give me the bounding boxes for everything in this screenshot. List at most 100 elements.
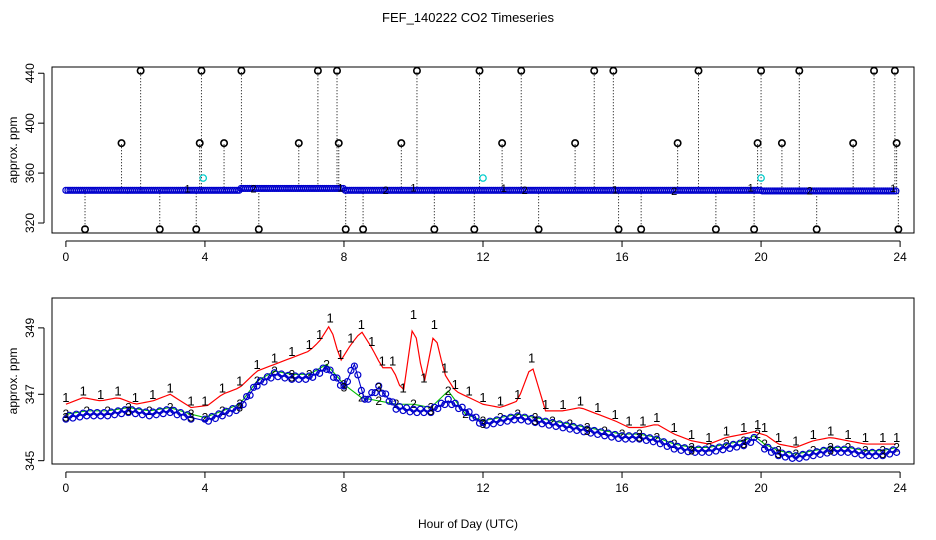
spike-point-high xyxy=(694,66,703,75)
top-x-tick-label: 0 xyxy=(63,250,70,264)
blue-series-point xyxy=(611,430,619,439)
cyan-point xyxy=(199,174,208,182)
red-series-label: 1 xyxy=(810,427,817,442)
blue-series-point xyxy=(569,422,577,431)
green-point-label: 2 xyxy=(807,185,813,197)
blue-point xyxy=(235,186,243,194)
red-series-label: 1 xyxy=(559,397,566,412)
red-series-label: 1 xyxy=(740,420,747,435)
green-series-label: 2 xyxy=(410,397,417,411)
top-y-tick-label: 440 xyxy=(23,63,37,83)
red-series-label: 1 xyxy=(611,407,618,422)
blue-series-point xyxy=(395,402,404,411)
green-series-label: 2 xyxy=(584,420,591,434)
spike-point-high xyxy=(870,66,879,75)
red-series-label: 1 xyxy=(431,317,438,332)
red-series-label: 1 xyxy=(80,384,87,399)
blue-series-point xyxy=(187,415,195,423)
spike-point-high xyxy=(795,66,804,75)
blue-series-point xyxy=(656,440,664,448)
blue-series-point xyxy=(785,450,793,458)
red-series-label: 1 xyxy=(653,410,660,425)
blue-series-point xyxy=(528,414,536,423)
red-point-label: 1 xyxy=(410,182,416,194)
green-series-label: 2 xyxy=(202,411,209,425)
blue-series-point xyxy=(680,444,689,452)
blue-series-point xyxy=(482,421,491,429)
blue-point xyxy=(890,187,898,195)
red-series-label: 1 xyxy=(625,413,632,428)
blue-series-point xyxy=(514,412,522,420)
blue-series-label: 3 xyxy=(584,424,591,438)
spike-point-low xyxy=(711,225,720,234)
cyan-point xyxy=(479,174,487,182)
blue-series-point xyxy=(604,429,612,437)
top-y-axis-label: approx. ppm xyxy=(6,117,20,184)
blue-series-point xyxy=(705,448,713,456)
blue-series-point xyxy=(510,416,518,424)
red-series-label: 1 xyxy=(306,337,313,352)
spike-point-mid xyxy=(334,139,343,148)
blue-series-point xyxy=(646,434,654,442)
blue-series-point xyxy=(854,447,862,455)
blue-series-point xyxy=(347,366,355,375)
blue-series-point xyxy=(767,448,776,456)
green-series-label: 2 xyxy=(514,407,521,421)
blue-series-point xyxy=(246,391,254,399)
blue-series-point xyxy=(211,414,219,423)
red-series-label: 1 xyxy=(639,413,646,428)
green-point-label: 2 xyxy=(671,186,677,198)
blue-series-point xyxy=(441,400,449,409)
blue-series-point xyxy=(263,373,272,381)
blue-series-point xyxy=(809,452,817,460)
spike-point-low xyxy=(750,225,759,234)
blue-series-point xyxy=(357,386,365,395)
red-series-label: 1 xyxy=(452,377,459,392)
blue-series-point xyxy=(778,449,786,457)
blue-point xyxy=(339,184,347,193)
red-series-label: 1 xyxy=(326,311,333,326)
red-point-label: 1 xyxy=(612,185,618,197)
blue-series-point xyxy=(389,398,397,406)
spike-point-low xyxy=(637,225,646,234)
red-series-label: 1 xyxy=(379,354,386,369)
blue-series-point xyxy=(562,421,571,429)
blue-series-point xyxy=(378,389,386,397)
blue-series-point xyxy=(222,407,230,415)
blue-series-point xyxy=(576,424,584,432)
bottom-y-tick-label: 347 xyxy=(23,384,37,404)
bottom-y-tick-label: 349 xyxy=(23,318,37,338)
blue-series-point xyxy=(712,447,720,455)
blue-series-point xyxy=(316,369,324,377)
blue-series-point xyxy=(455,404,463,413)
blue-series-point xyxy=(653,435,661,443)
green-series-label: 2 xyxy=(792,447,799,461)
blue-series-label: 3 xyxy=(428,404,435,418)
green-series-label: 2 xyxy=(893,440,900,454)
bottom-x-tick-label: 8 xyxy=(341,481,348,495)
spike-point-mid xyxy=(195,139,204,148)
red-series-label: 1 xyxy=(705,430,712,445)
blue-series-point xyxy=(350,362,358,370)
blue-series-point xyxy=(750,433,758,442)
blue-series-point xyxy=(802,453,810,461)
blue-series-point xyxy=(462,408,470,417)
spike-point-high xyxy=(313,66,322,75)
red-series-label: 1 xyxy=(347,330,354,345)
blue-series-label: 3 xyxy=(375,381,382,395)
blue-point xyxy=(335,184,343,193)
red-series-label: 1 xyxy=(528,350,535,365)
blue-series-point xyxy=(364,395,372,403)
spike-point-high xyxy=(412,66,421,75)
green-series-label: 2 xyxy=(188,407,195,421)
blue-series-point xyxy=(541,417,550,425)
blue-series-label: 3 xyxy=(827,444,834,458)
blue-series-point xyxy=(183,411,192,419)
blue-series-point xyxy=(893,448,901,456)
red-series-label: 1 xyxy=(236,374,243,389)
green-series-label: 2 xyxy=(862,444,869,458)
red-series-label: 1 xyxy=(316,327,323,342)
spike-point-mid xyxy=(753,139,762,148)
blue-series-point xyxy=(583,425,591,433)
